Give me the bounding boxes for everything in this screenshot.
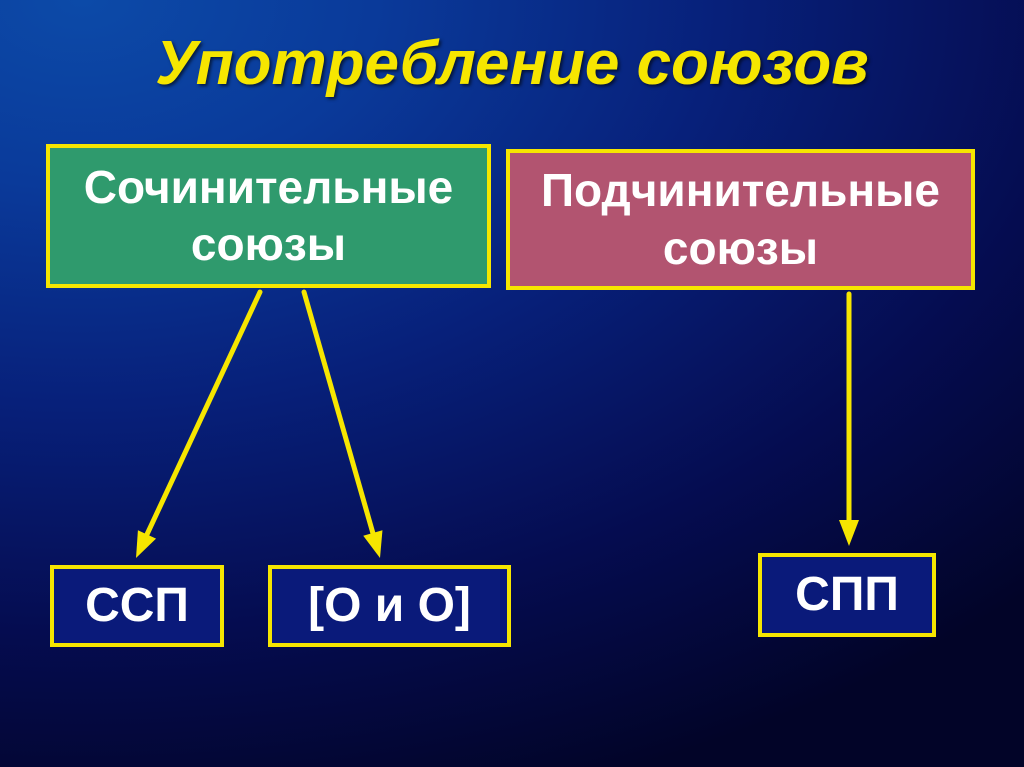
background-gradient	[0, 0, 1024, 767]
box-spp-label: СПП	[795, 565, 899, 625]
box-subordinating: Подчинительные союзы	[506, 149, 975, 290]
box-oio-label: [О и О]	[308, 576, 471, 636]
box-subordinating-label: Подчинительные союзы	[541, 162, 940, 277]
box-ssp-label: ССП	[85, 576, 189, 636]
box-coordinating: Сочинительные союзы	[46, 144, 491, 288]
box-oio: [О и О]	[268, 565, 511, 647]
box-ssp: ССП	[50, 565, 224, 647]
page-title: Употребление союзов	[155, 28, 868, 99]
box-coordinating-label: Сочинительные союзы	[84, 159, 453, 274]
box-spp: СПП	[758, 553, 936, 637]
